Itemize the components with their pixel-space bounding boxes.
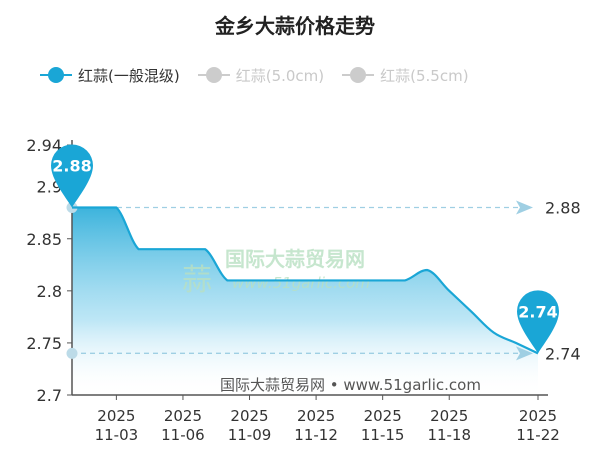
series-line [72,206,539,355]
y-tick-label: 2.8 [37,282,62,301]
y-tick-label: 2.94 [26,136,62,155]
legend-item-red-garlic-5cm[interactable]: 红蒜(5.0cm) [197,65,325,86]
x-tick-label: 2025 11-15 [361,407,405,444]
x-tick-label: 2025 11-22 [516,407,560,444]
legend-swatch-icon [40,67,72,83]
legend-label: 红蒜(5.0cm) [235,66,325,85]
watermark-glyph: 蒜 [182,263,212,298]
y-tick-label: 2.9 [37,178,62,197]
footer-source: 国际大蒜贸易网 • www.51garlic.com [220,376,481,394]
chart-legend: 红蒜(一般混级) 红蒜(5.0cm) 红蒜(5.5cm) [40,62,469,88]
series-area [72,207,538,395]
x-tick-label: 2025 11-18 [427,407,471,444]
chart-title: 金乡大蒜价格走势 [215,14,375,38]
watermark-logo: 国际大蒜贸易网 [225,247,365,271]
value-marker-label: 2.88 [52,157,91,176]
watermark-url: www.51garlic.com [232,274,370,292]
x-tick-label: 2025 11-06 [161,407,205,444]
x-tick-label: 2025 11-03 [95,407,139,444]
value-marker-pin-icon [517,290,559,354]
reference-label: 2.74 [545,344,581,363]
x-tick-label: 2025 11-12 [294,407,338,444]
reference-arrow-icon [516,346,533,361]
value-marker-pin-icon [51,144,93,208]
legend-swatch-icon [197,67,230,83]
y-tick-label: 2.7 [37,386,62,405]
y-tick-label: 2.75 [26,334,62,353]
reference-label: 2.88 [545,199,581,218]
value-marker-label: 2.74 [518,302,557,321]
x-tick-label: 2025 11-09 [228,407,272,444]
reference-start-dot [66,347,78,359]
legend-label: 红蒜(一般混级) [78,66,180,85]
legend-item-red-garlic-5-5cm[interactable]: 红蒜(5.5cm) [342,65,469,86]
reference-arrow-icon [516,200,533,215]
legend-item-red-garlic-mixed[interactable]: 红蒜(一般混级) [40,65,180,86]
legend-label: 红蒜(5.5cm) [380,66,469,85]
y-tick-label: 2.85 [26,230,62,249]
legend-swatch-icon [342,67,375,83]
